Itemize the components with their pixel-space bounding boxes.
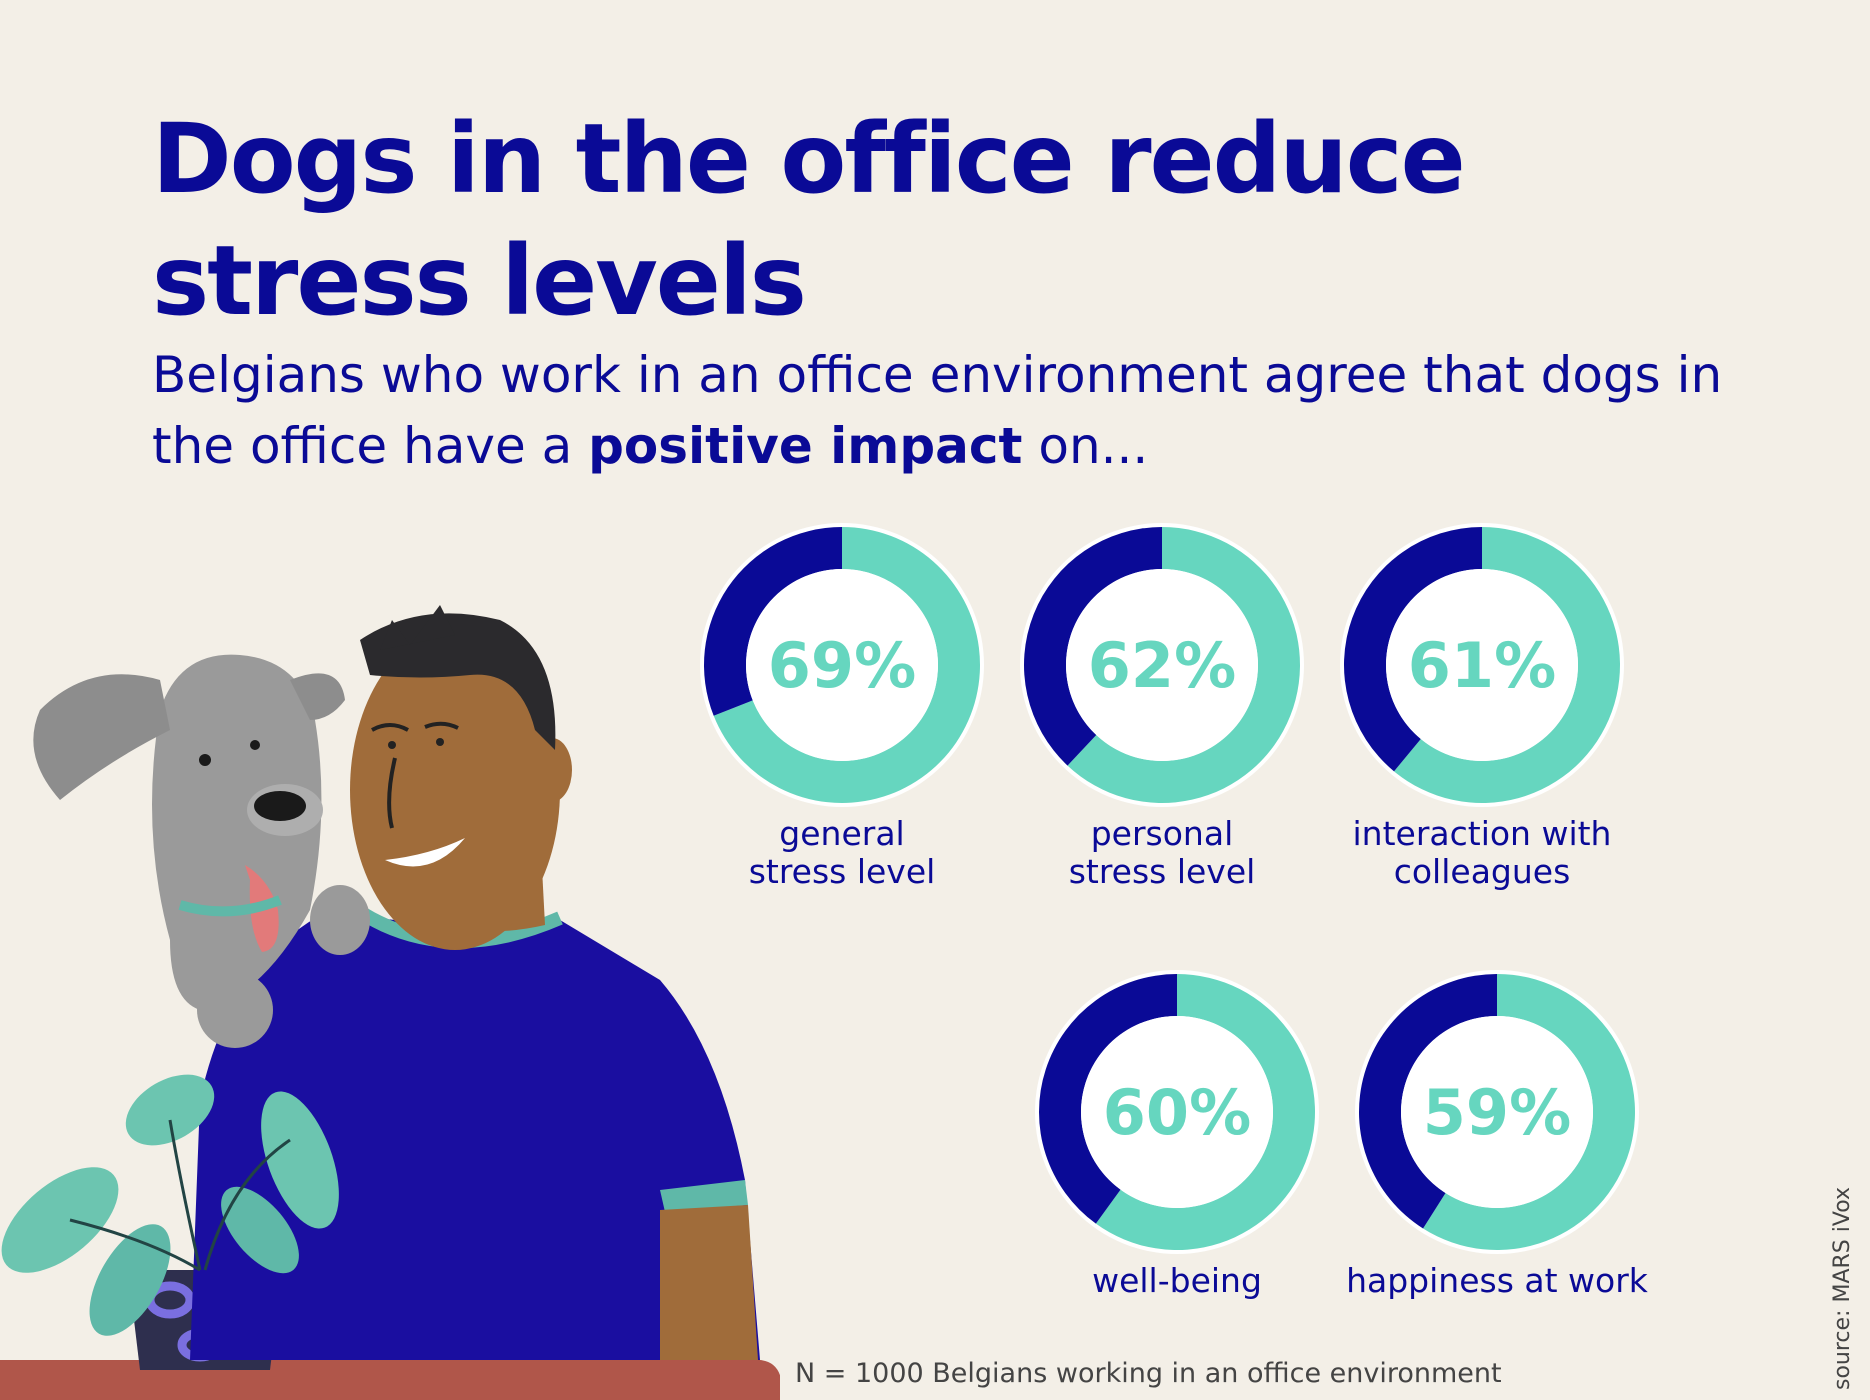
category-label-line-1: happiness at work: [1346, 1261, 1648, 1300]
donut-value-arc: [1095, 974, 1315, 1251]
category-label-line-2: stress level: [748, 852, 936, 891]
donut-value-label: 69%: [768, 629, 916, 702]
category-label-line-1: interaction with: [1352, 814, 1612, 853]
page-subtitle: Belgians who work in an office environme…: [152, 340, 1752, 482]
donut-value-label: 60%: [1103, 1076, 1251, 1149]
donut-hole: [746, 569, 938, 761]
subtitle-text-1: Belgians who work in an office environme…: [152, 346, 1723, 475]
sample-footnote: N = 1000 Belgians working in an office e…: [795, 1358, 1502, 1389]
subtitle-highlight: positive impact: [588, 417, 1023, 475]
category-label-line-1: personal: [1090, 814, 1234, 853]
donut-remainder-arc: [704, 527, 842, 716]
donut-remainder-arc: [1344, 527, 1482, 772]
subtitle-text-2: on...: [1022, 417, 1149, 475]
donut-4: 60%: [1035, 970, 1319, 1254]
category-label-line-1: general: [779, 814, 905, 853]
donut-value-label: 59%: [1423, 1076, 1571, 1149]
donut-hole: [1081, 1016, 1273, 1208]
category-label-line-1: well-being: [1092, 1261, 1262, 1300]
donut-remainder-arc: [1038, 974, 1177, 1224]
category-label-line-2: stress level: [1068, 852, 1256, 891]
donut-hole: [1386, 569, 1578, 761]
donut-5: 59%: [1355, 970, 1639, 1254]
donut-value-arc: [1067, 527, 1300, 803]
donut-value-arc: [713, 527, 981, 803]
category-label-line-2: colleagues: [1393, 852, 1571, 891]
donut-3: 61%: [1340, 523, 1624, 807]
donut-category-label: happiness at work: [1317, 1262, 1677, 1300]
donut-1: 69%: [700, 523, 984, 807]
donut-value-label: 61%: [1408, 629, 1556, 702]
page-title: Dogs in the office reduce stress levels: [152, 103, 1466, 337]
donut-category-label: well-being: [997, 1262, 1357, 1300]
donut-value-arc: [1394, 527, 1621, 803]
donut-value-label: 62%: [1088, 629, 1236, 702]
donut-value-arc: [1423, 974, 1635, 1250]
donut-2: 62%: [1020, 523, 1304, 807]
donut-hole: [1066, 569, 1258, 761]
source-credit: source: MARS iVox: [1830, 1187, 1855, 1390]
donut-hole: [1401, 1016, 1593, 1208]
donut-category-label: interaction with colleagues: [1302, 815, 1662, 891]
donut-category-label: personal stress level: [982, 815, 1342, 891]
donut-remainder-arc: [1359, 974, 1497, 1229]
donut-category-label: general stress level: [662, 815, 1022, 891]
donut-remainder-arc: [1024, 527, 1162, 766]
man-with-dog-illustration: [0, 605, 780, 1400]
